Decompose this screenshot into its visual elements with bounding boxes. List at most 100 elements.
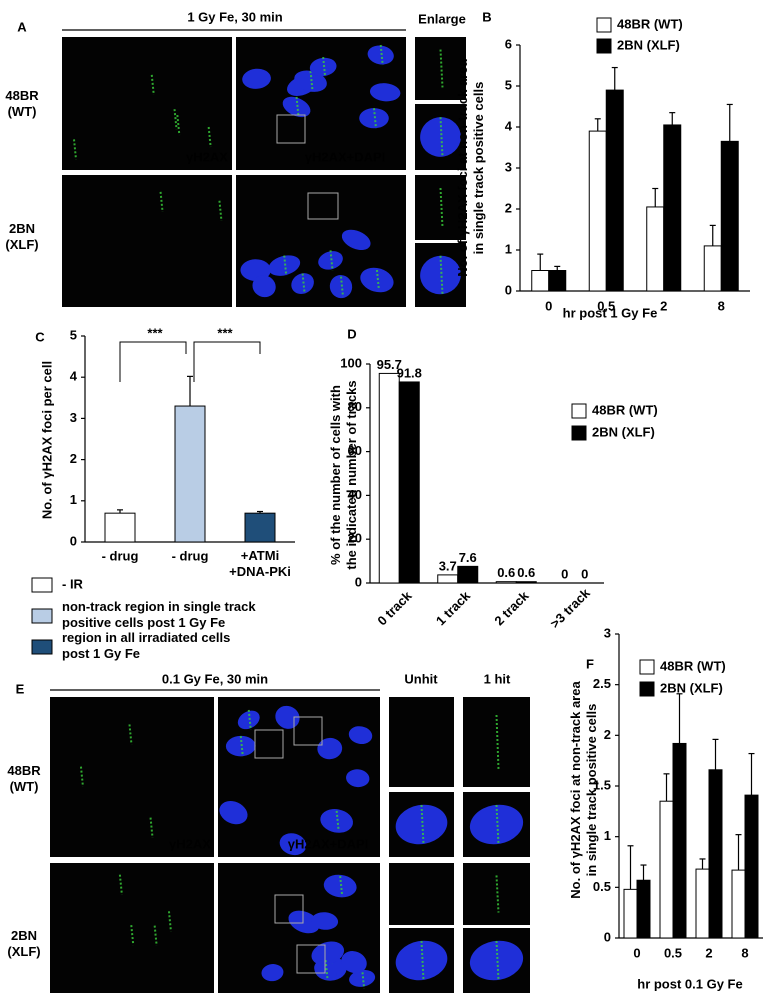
- bar: [174, 405, 206, 543]
- bar: [588, 130, 607, 292]
- nucleus: [469, 804, 524, 845]
- bar: [744, 794, 759, 939]
- foci-track: [247, 709, 252, 731]
- row-label: 2BN (XLF): [7, 929, 40, 960]
- roi-box: [274, 894, 304, 924]
- x-tick-label: 2: [705, 945, 712, 960]
- x-tick-label: 2 track: [491, 588, 532, 629]
- foci-track: [176, 114, 181, 136]
- y-tick-label: 1: [70, 492, 77, 507]
- y-axis-title: No. of γH2AX foci at non-track areain si…: [569, 681, 600, 899]
- micrograph: [50, 697, 214, 857]
- y-tick-label: 6: [505, 36, 512, 51]
- y-tick-label: 3: [70, 410, 77, 425]
- legend-label: 48BR (WT): [592, 402, 658, 417]
- x-tick-label: >3 track: [547, 585, 593, 631]
- channel-label: γH2AX+DAPI: [288, 836, 369, 851]
- value-label: 0: [581, 566, 588, 581]
- x-tick-label: 8: [741, 945, 748, 960]
- nucleus: [348, 726, 373, 745]
- micrograph: [463, 863, 530, 925]
- legend-label: 2BN (XLF): [660, 680, 723, 695]
- y-tick-label: 40: [348, 487, 362, 502]
- foci-track: [495, 804, 500, 845]
- y-tick-label: 3: [604, 625, 611, 640]
- roi-box: [293, 716, 323, 746]
- bar: [720, 140, 739, 292]
- foci-track: [339, 276, 344, 297]
- foci-track: [149, 817, 154, 838]
- nucleus: [261, 964, 284, 982]
- nucleus: [311, 912, 339, 930]
- legend-swatch: [31, 608, 53, 624]
- legend-label: 48BR (WT): [660, 658, 726, 673]
- legend-label: non-track region in single track positive…: [62, 600, 256, 631]
- y-tick-label: 4: [70, 369, 78, 384]
- nucleus: [346, 769, 370, 788]
- foci-track: [283, 255, 288, 276]
- foci-track: [495, 714, 500, 770]
- bar: [636, 879, 651, 939]
- significance-label: ***: [217, 325, 233, 340]
- column-title: Enlarge: [418, 11, 466, 26]
- foci-track: [375, 269, 380, 291]
- foci-track: [309, 71, 314, 92]
- nucleus: [469, 940, 524, 981]
- legend-swatch: [571, 425, 587, 441]
- image-title: 1 Gy Fe, 30 min: [187, 9, 282, 24]
- nucleus: [395, 940, 448, 981]
- foci-track: [150, 74, 155, 95]
- nucleus: [219, 801, 248, 825]
- legend-label: region in all irradiated cells post 1 Gy …: [62, 631, 230, 662]
- micrograph: [62, 175, 232, 307]
- foci-track: [73, 139, 78, 160]
- value-label: 0.6: [517, 565, 535, 580]
- foci-track: [495, 940, 500, 981]
- column-title: 1 hit: [484, 671, 511, 686]
- foci-track: [335, 810, 340, 832]
- row-label: 48BR (WT): [7, 764, 41, 795]
- micrograph: [50, 863, 214, 993]
- bar: [695, 868, 710, 939]
- bar: [437, 574, 459, 584]
- bar: [708, 769, 723, 939]
- bar: [398, 381, 420, 584]
- roi-box: [296, 944, 326, 974]
- foci-track: [322, 56, 327, 78]
- bar: [623, 888, 638, 939]
- nucleus: [395, 804, 448, 845]
- foci-track: [361, 968, 366, 989]
- bar: [495, 581, 517, 584]
- foci-track: [420, 940, 425, 981]
- y-tick-label: 60: [348, 443, 362, 458]
- foci-track: [153, 925, 158, 946]
- y-tick-label: 0: [70, 533, 77, 548]
- value-label: 91.8: [397, 365, 422, 380]
- row-label: 48BR (WT): [5, 89, 39, 120]
- bar: [548, 270, 567, 292]
- x-tick-label: - drug: [102, 548, 139, 563]
- legend-label: - IR: [62, 576, 84, 591]
- foci-track: [329, 250, 334, 271]
- panel-letter: E: [16, 681, 25, 696]
- x-tick-label: +ATMi +DNA-PKi: [229, 549, 291, 580]
- y-tick-label: 1: [604, 828, 611, 843]
- foci-track: [128, 724, 133, 745]
- channel-label: γH2AX: [169, 836, 211, 851]
- bar: [104, 512, 136, 543]
- y-axis-title: No. of γH2AX foci per cell: [39, 361, 54, 519]
- y-tick-label: 1.5: [593, 777, 611, 792]
- value-label: 0: [561, 566, 568, 581]
- x-tick-label: 0.5: [597, 298, 615, 313]
- nucleus: [311, 941, 345, 966]
- nucleus: [279, 833, 307, 856]
- bar: [531, 270, 550, 292]
- y-tick-label: 2: [70, 451, 77, 466]
- bar: [244, 512, 276, 543]
- foci-track: [420, 804, 425, 845]
- bar: [731, 869, 746, 939]
- bar: [703, 245, 722, 292]
- value-label: 0.6: [497, 565, 515, 580]
- foci-track: [173, 109, 178, 130]
- foci-track: [339, 875, 344, 897]
